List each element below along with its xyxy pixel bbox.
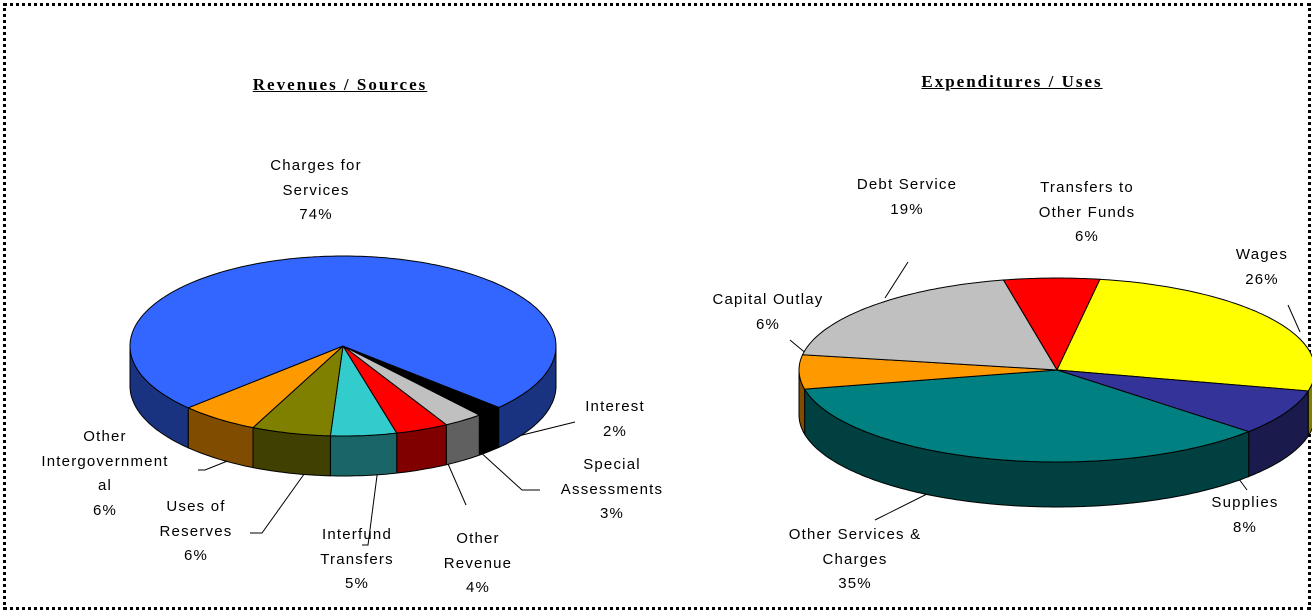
slice-value-label: 6% — [92, 501, 118, 519]
pie-sides — [129, 346, 557, 477]
slice-category: Debt Service — [856, 176, 958, 193]
slice-category: Capital Outlay — [712, 291, 824, 308]
slice-category: Supplies — [1211, 494, 1279, 511]
slice-label: Other Intergovernmental 6% — [38, 425, 173, 523]
slice-value-label: 19% — [890, 200, 924, 218]
leader-line — [362, 467, 379, 546]
slice-label: Charges for Services 74% — [256, 154, 376, 228]
slice-value-label: 6% — [1074, 228, 1100, 245]
slice-value-label: 35% — [838, 575, 872, 592]
chart-title: Expenditures / Uses — [921, 72, 1103, 91]
leader-line — [477, 449, 540, 491]
pie-slice — [1002, 277, 1101, 372]
slice-category: Other Intergovernmental — [41, 428, 169, 494]
leader-line — [444, 456, 467, 506]
pie-slice — [129, 255, 557, 409]
chart-title: Revenues / Sources — [252, 75, 428, 94]
slice-value-label: 8% — [1232, 518, 1258, 536]
slice-label: Uses of Reserves 6% — [151, 495, 241, 569]
slice-category: Uses of Reserves — [159, 498, 233, 540]
slice-category: Wages — [1235, 246, 1289, 263]
slice-label: Special Assessments 3% — [552, 453, 672, 527]
slice-category: Interfund Transfers — [320, 526, 394, 568]
slice-value-label: 4% — [465, 579, 491, 596]
pie-slice — [251, 344, 344, 437]
leader-line — [874, 489, 936, 521]
slice-category: Other Revenue — [443, 530, 513, 572]
pie-slice — [329, 344, 398, 437]
pie-slice — [801, 279, 1058, 371]
slice-category: Special Assessments — [560, 456, 664, 498]
leader-line — [198, 457, 236, 471]
pie-slice — [1056, 278, 1312, 392]
pie-slice — [803, 369, 1251, 463]
pie-slice — [342, 345, 448, 434]
leader-line — [250, 469, 308, 534]
pie-slice — [186, 345, 344, 429]
slice-label: Other Revenue 4% — [433, 527, 523, 601]
slice-label: Other Services & Charges 35% — [785, 523, 925, 597]
slice-label: Supplies 8% — [1200, 491, 1290, 540]
slice-label: Capital Outlay 6% — [698, 288, 838, 337]
slice-category: Interest — [585, 398, 645, 415]
slice-value-label: 5% — [344, 575, 370, 592]
slice-value-label: 2% — [602, 422, 628, 440]
slice-value-label: 26% — [1245, 270, 1279, 288]
slice-category: Transfers to Other Funds — [1038, 179, 1136, 221]
pie-tops — [129, 255, 557, 437]
leaders — [198, 261, 1301, 546]
slice-category: Charges for Services — [270, 157, 362, 199]
pie-slice-side — [329, 432, 398, 477]
pie-slice — [1056, 369, 1310, 433]
slice-value-label: 6% — [183, 547, 209, 564]
slice-label: Wages 26% — [1222, 243, 1302, 292]
leader-line — [884, 261, 909, 299]
pie-slice — [342, 345, 481, 426]
slice-category: Other Services & Charges — [788, 526, 922, 568]
frame — [3, 3, 1311, 610]
leader-line — [1287, 304, 1301, 333]
pie-tops — [798, 277, 1312, 463]
slice-label: Interfund Transfers 5% — [307, 523, 407, 597]
slice-value-label: 3% — [599, 505, 625, 522]
slice-value-label: 6% — [755, 315, 781, 333]
slice-label: Transfers to Other Funds 6% — [1022, 176, 1152, 250]
slice-value-label: 74% — [299, 206, 333, 223]
slice-label: Debt Service 19% — [837, 173, 977, 222]
pie-slice — [798, 354, 1058, 390]
slice-label: Interest 2% — [575, 395, 655, 444]
